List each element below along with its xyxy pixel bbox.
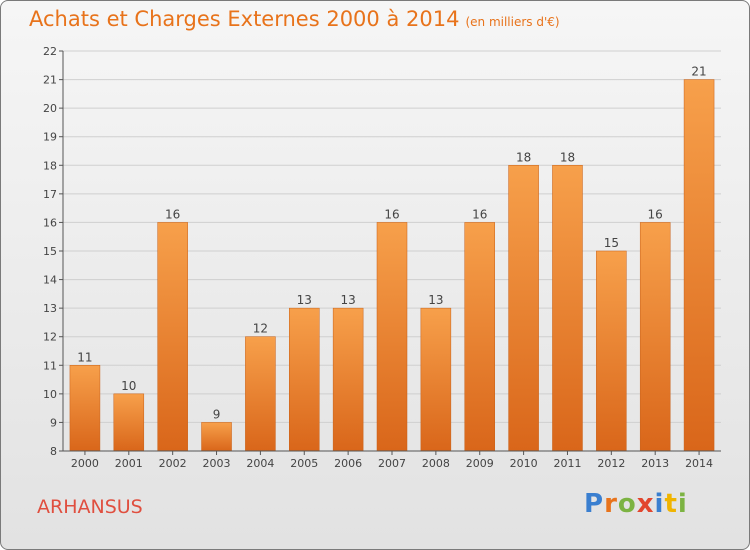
y-tick-label: 15 xyxy=(43,245,57,258)
logo-letter: o xyxy=(617,489,637,519)
y-tick-label: 19 xyxy=(43,131,57,144)
y-tick-label: 8 xyxy=(50,445,57,458)
bar-2001 xyxy=(113,393,145,452)
data-label: 18 xyxy=(560,150,575,164)
place-name: ARHANSUS xyxy=(37,496,143,518)
x-tick-label: 2007 xyxy=(378,457,406,470)
data-label: 13 xyxy=(340,293,355,307)
chart-title-text: Achats et Charges Externes 2000 à 2014 xyxy=(29,7,460,31)
bar-2014 xyxy=(683,79,715,452)
chart-subtitle: (en milliers d'€) xyxy=(465,15,560,29)
x-tick-label: 2001 xyxy=(115,457,143,470)
logo-letter: i xyxy=(677,489,688,519)
x-tick-label: 2008 xyxy=(422,457,450,470)
y-tick-label: 13 xyxy=(43,302,57,315)
data-label: 21 xyxy=(691,65,706,79)
bar-2005 xyxy=(289,307,320,452)
data-label: 16 xyxy=(165,207,180,221)
bar-2012 xyxy=(596,250,627,452)
logo-letter: r xyxy=(604,489,618,519)
bar-2011 xyxy=(552,165,583,452)
x-tick-label: 2010 xyxy=(510,457,538,470)
bar-2007 xyxy=(376,222,408,452)
x-tick-label: 2013 xyxy=(641,457,669,470)
bar-2008 xyxy=(420,307,452,452)
data-label: 18 xyxy=(516,150,531,164)
x-tick-label: 2004 xyxy=(246,457,274,470)
bar-2004 xyxy=(245,336,276,452)
data-label: 12 xyxy=(253,322,268,336)
bar-2009 xyxy=(464,222,495,452)
data-label: 9 xyxy=(213,407,221,421)
proxiti-logo: Proxiti xyxy=(584,489,688,519)
data-label: 11 xyxy=(77,350,92,364)
y-tick-label: 11 xyxy=(43,359,57,372)
data-label: 10 xyxy=(121,379,136,393)
bar-2006 xyxy=(332,307,364,452)
bar-2003 xyxy=(201,422,232,452)
y-tick-label: 20 xyxy=(43,102,57,115)
x-tick-label: 2005 xyxy=(290,457,318,470)
x-tick-label: 2014 xyxy=(685,457,713,470)
bar-2000 xyxy=(69,365,101,452)
y-tick-label: 18 xyxy=(43,159,57,172)
x-tick-label: 2011 xyxy=(553,457,581,470)
data-label: 13 xyxy=(297,293,312,307)
y-tick-label: 9 xyxy=(50,416,57,429)
bar-2013 xyxy=(639,222,671,452)
y-tick-label: 14 xyxy=(43,274,57,287)
y-tick-label: 17 xyxy=(43,188,57,201)
chart-title: Achats et Charges Externes 2000 à 2014 (e… xyxy=(29,7,560,31)
data-label: 16 xyxy=(384,207,399,221)
x-tick-label: 2012 xyxy=(597,457,625,470)
logo-letter: t xyxy=(664,489,678,519)
x-tick-label: 2003 xyxy=(203,457,231,470)
data-label: 16 xyxy=(472,207,487,221)
y-tick-label: 22 xyxy=(43,45,57,58)
data-label: 13 xyxy=(428,293,443,307)
y-tick-label: 12 xyxy=(43,331,57,344)
x-tick-label: 2000 xyxy=(71,457,99,470)
bar-2010 xyxy=(508,165,539,452)
data-label: 16 xyxy=(648,207,663,221)
x-tick-label: 2002 xyxy=(159,457,187,470)
x-tick-label: 2009 xyxy=(466,457,494,470)
x-tick-label: 2006 xyxy=(334,457,362,470)
logo-letter: P xyxy=(584,489,605,519)
y-tick-label: 16 xyxy=(43,216,57,229)
bar-2002 xyxy=(157,222,188,452)
y-tick-label: 10 xyxy=(43,388,57,401)
y-tick-label: 21 xyxy=(43,74,57,87)
data-label: 15 xyxy=(604,236,619,250)
logo-letter: i xyxy=(654,489,665,519)
logo-letter: x xyxy=(636,489,655,519)
